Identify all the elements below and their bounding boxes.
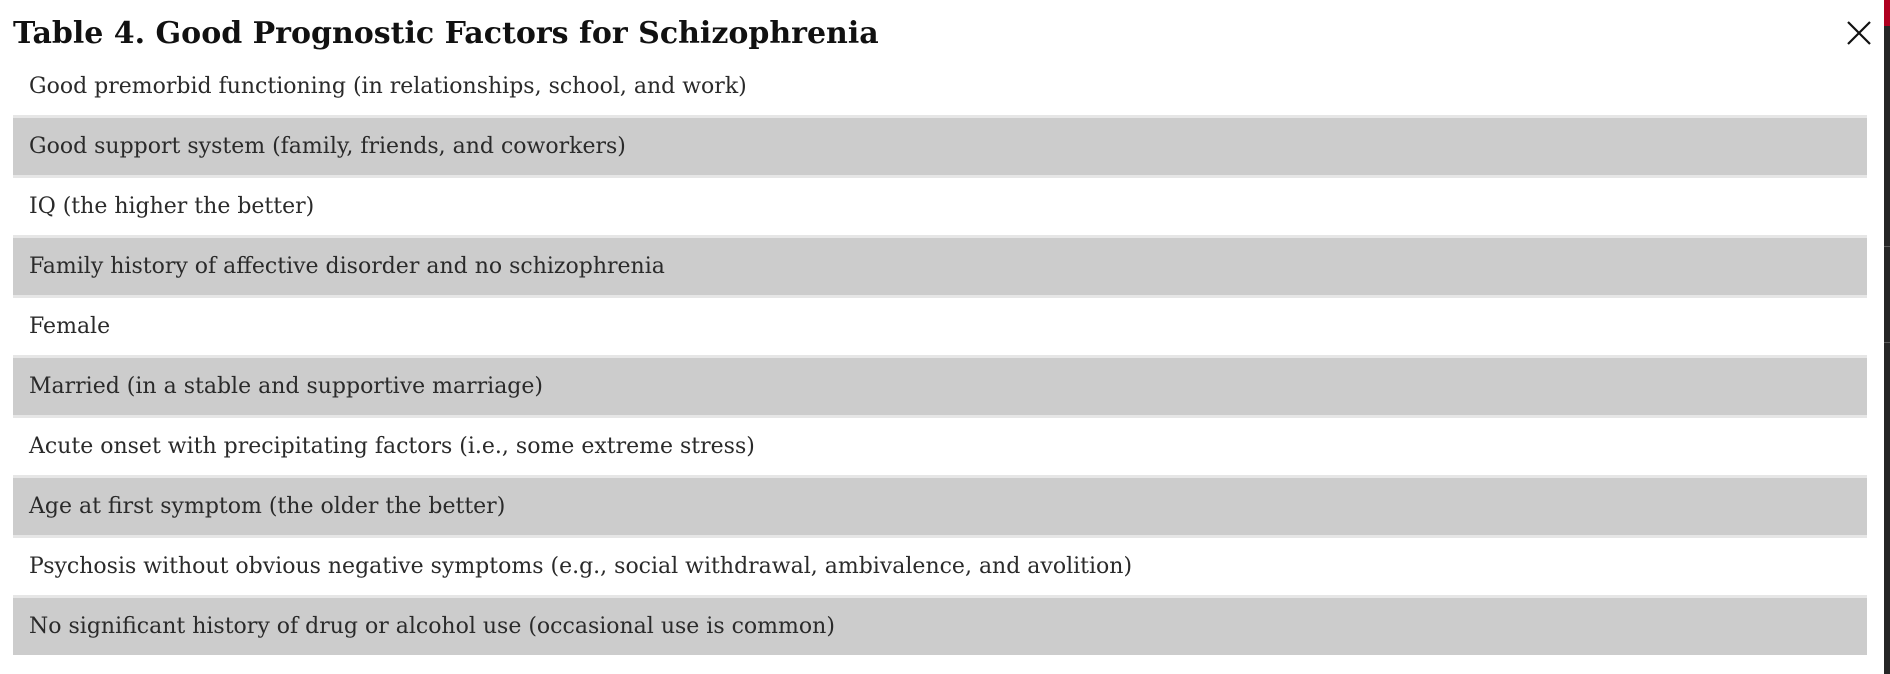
prognostic-factors-table: Good premorbid functioning (in relations… [13, 58, 1867, 655]
background-accent-strip [1884, 0, 1890, 26]
background-page-edge [1884, 0, 1890, 674]
close-button[interactable] [1840, 14, 1878, 52]
background-divider [1884, 342, 1890, 343]
table-row: No significant history of drug or alcoho… [13, 598, 1867, 655]
close-icon [1847, 21, 1871, 45]
table-row: Married (in a stable and supportive marr… [13, 358, 1867, 418]
table-row: Family history of affective disorder and… [13, 238, 1867, 298]
table-title: Table 4. Good Prognostic Factors for Sch… [13, 16, 879, 51]
table-row: IQ (the higher the better) [13, 178, 1867, 238]
table-row: Age at first symptom (the older the bett… [13, 478, 1867, 538]
table-row: Good premorbid functioning (in relations… [13, 58, 1867, 118]
table-row: Acute onset with precipitating factors (… [13, 418, 1867, 478]
background-divider [1884, 246, 1890, 247]
table-row: Good support system (family, friends, an… [13, 118, 1867, 178]
table-row: Female [13, 298, 1867, 358]
table-row: Psychosis without obvious negative sympt… [13, 538, 1867, 598]
